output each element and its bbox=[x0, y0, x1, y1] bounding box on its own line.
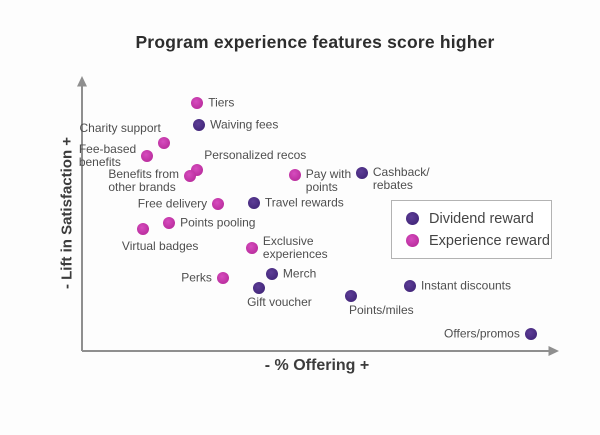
legend-swatch-dividend-icon bbox=[406, 212, 419, 225]
legend-label-experience: Experience reward bbox=[429, 232, 550, 249]
label-fee-based-benefits: Fee-based benefits bbox=[78, 141, 137, 169]
x-axis-label: - % Offering + bbox=[264, 357, 370, 374]
chart-title: Program experience features score higher bbox=[135, 32, 495, 52]
label-merch: Merch bbox=[282, 266, 317, 281]
point-charity-support bbox=[157, 137, 170, 150]
label-cashback-rebates: Cashback/ rebates bbox=[372, 164, 430, 192]
legend-swatch-experience-icon bbox=[406, 234, 419, 247]
point-merch bbox=[265, 268, 278, 280]
label-benefits-from-other-brands: Benefits from other brands bbox=[108, 166, 180, 194]
point-cashback-rebates bbox=[355, 166, 368, 179]
point-free-delivery bbox=[212, 198, 225, 211]
label-waiving-fees: Waiving fees bbox=[210, 117, 279, 132]
label-exclusive-experiences: Exclusive experiences bbox=[262, 233, 328, 261]
label-personalized-recos: Personalized recos bbox=[204, 147, 307, 162]
label-pay-with-points: Pay with points bbox=[305, 167, 352, 195]
label-tiers: Tiers bbox=[208, 95, 235, 110]
point-points-pooling bbox=[163, 217, 176, 230]
point-travel-rewards bbox=[247, 197, 260, 210]
label-instant-discounts: Instant discounts bbox=[420, 278, 512, 293]
point-points-miles bbox=[344, 289, 357, 302]
label-travel-rewards: Travel rewards bbox=[264, 195, 344, 210]
point-perks bbox=[216, 272, 229, 285]
point-exclusive-experiences bbox=[245, 241, 258, 254]
point-virtual-badges bbox=[136, 223, 149, 236]
legend-label-dividend: Dividend reward bbox=[429, 210, 534, 227]
label-points-pooling: Points pooling bbox=[180, 215, 256, 230]
legend-item-experience: Experience reward bbox=[406, 233, 551, 249]
point-instant-discounts bbox=[403, 280, 416, 293]
point-waiving-fees bbox=[193, 118, 206, 131]
label-points-miles: Points/miles bbox=[348, 302, 414, 317]
point-gift-voucher bbox=[253, 281, 266, 294]
point-benefits-from-other-brands bbox=[184, 169, 197, 182]
point-pay-with-points bbox=[288, 169, 301, 182]
label-virtual-badges: Virtual badges bbox=[121, 239, 199, 254]
label-gift-voucher: Gift voucher bbox=[247, 294, 312, 309]
label-free-delivery: Free delivery bbox=[137, 196, 208, 211]
legend-item-dividend: Dividend reward bbox=[406, 211, 551, 227]
point-tiers bbox=[191, 97, 204, 110]
point-offers-promos bbox=[524, 328, 537, 340]
point-fee-based-benefits bbox=[141, 149, 154, 162]
label-offers-promos: Offers/promos bbox=[444, 326, 520, 341]
label-charity-support: Charity support bbox=[79, 121, 161, 136]
label-perks: Perks bbox=[181, 270, 212, 285]
legend: Dividend reward Experience reward bbox=[391, 200, 552, 259]
